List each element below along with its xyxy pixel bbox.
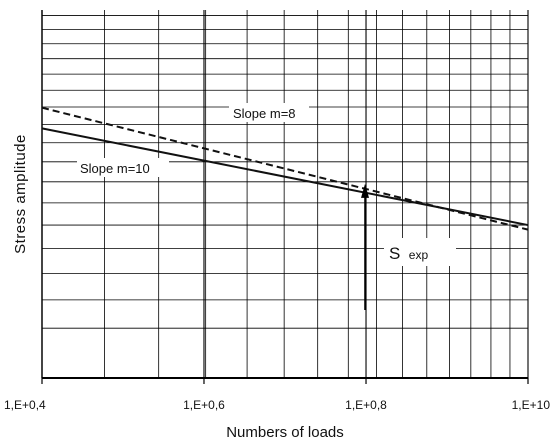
series-line-slope-m8 [41,106,529,231]
annotation-sexp: S exp [389,244,428,263]
annotation-slope-m10: Slope m=10 [80,161,150,176]
x-tick-label: 1,E+0,6 [183,398,225,412]
sexp-symbol: S [389,244,400,263]
vertical-gridlines [41,10,529,378]
annotation-bg-slope-m10 [77,158,169,177]
sexp-subscript: exp [409,248,429,262]
annotation-slope-m8: Slope m=8 [233,106,296,121]
series-line-slope-m10 [41,127,529,227]
y-axis-title: Stress amplitude [12,134,29,254]
annotation-bg-slope-m8 [229,103,309,122]
x-tick-label: 1,E+10 [512,398,551,412]
sexp-arrow-head [361,183,370,198]
x-axis-title: Numbers of loads [226,424,344,441]
x-tick-label: 1,E+0,8 [345,398,387,412]
annotation-bg-sexp [384,238,456,266]
x-tick-label: 1,E+0,4 [4,398,46,412]
x-tick-labels: 1,E+0,4 1,E+0,6 1,E+0,8 1,E+10 [4,378,550,412]
